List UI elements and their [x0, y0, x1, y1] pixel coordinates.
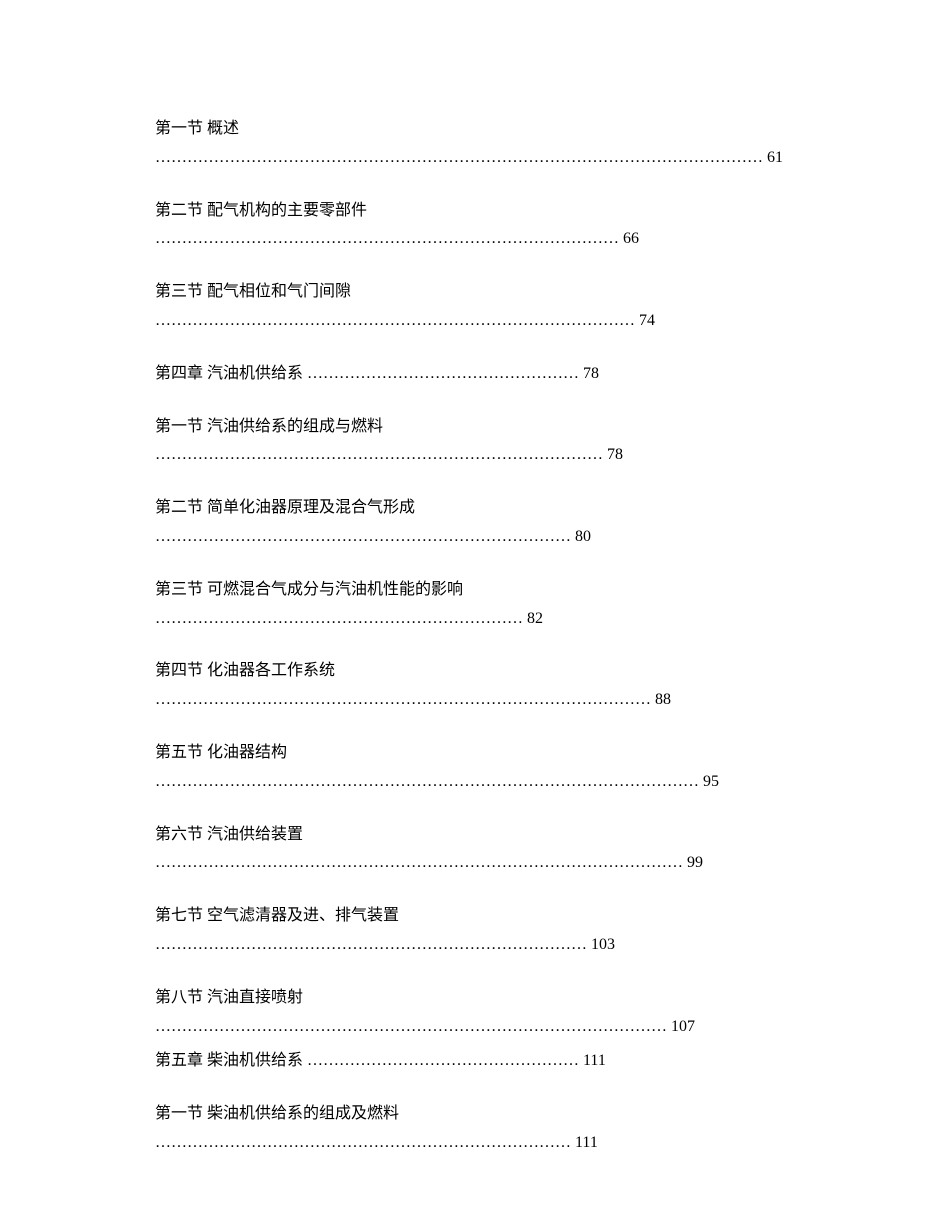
entry-dots-page: …………………………………………………………………………………… 107	[155, 1018, 695, 1035]
entry-dots-page: …………………………………………………………………………… 66	[155, 230, 639, 247]
entry-dots-page: ………………………………………………………………………… 78	[155, 446, 623, 463]
entry-title: 第三节 可燃混合气成分与汽油机性能的影响	[155, 581, 463, 598]
toc-entry: 第三节 配气相位和气门间隙 ………………………………………………………………………	[155, 278, 800, 336]
entry-dots-page: ………………………………………………………………………………………… 95	[155, 773, 719, 790]
entry-title: 第六节 汽油供给装置	[155, 826, 303, 843]
entry-title: 第五节 化油器结构	[155, 744, 287, 761]
entry-dots-page: ……………………………………………………………………………………… 99	[155, 854, 703, 871]
toc-entry: 第一节 汽油供给系的组成与燃料 …………………………………………………………………	[155, 413, 800, 471]
entry-dots-page: …………………………………………… 111	[307, 1052, 606, 1069]
toc-entry: 第二节 简单化油器原理及混合气形成 ……………………………………………………………	[155, 494, 800, 552]
toc-entry: 第五节 化油器结构 …………………………………………………………………………………	[155, 739, 800, 797]
toc-entry: 第三节 可燃混合气成分与汽油机性能的影响 ……………………………………………………	[155, 576, 800, 634]
entry-title: 第四章 汽油机供给系	[155, 365, 307, 382]
toc-entry: 第六节 汽油供给装置 ………………………………………………………………………………	[155, 821, 800, 879]
entry-dots-page: …………………………………………………………………………………………………… 6…	[155, 149, 783, 166]
toc-entry: 第二节 配气机构的主要零部件 ……………………………………………………………………	[155, 197, 800, 255]
entry-dots-page: ……………………………………………………………………………… 74	[155, 312, 655, 329]
toc-container: 第一节 概述 …………………………………………………………………………………………	[155, 115, 800, 1158]
entry-title: 第七节 空气滤清器及进、排气装置	[155, 907, 399, 924]
entry-dots-page: …………………………………………………………… 82	[155, 610, 543, 627]
toc-entry: 第五章 柴油机供给系 …………………………………………… 111	[155, 1047, 800, 1076]
entry-title: 第二节 简单化油器原理及混合气形成	[155, 499, 415, 516]
entry-dots-page: ……………………………………………………………………… 103	[155, 936, 615, 953]
entry-title: 第八节 汽油直接喷射	[155, 989, 303, 1006]
toc-entry: 第七节 空气滤清器及进、排气装置 ………………………………………………………………	[155, 902, 800, 960]
toc-entry: 第四节 化油器各工作系统 …………………………………………………………………………	[155, 657, 800, 715]
toc-entry: 第一节 柴油机供给系的组成及燃料 ………………………………………………………………	[155, 1100, 800, 1158]
entry-title: 第一节 概述	[155, 120, 239, 137]
entry-title: 第一节 汽油供给系的组成与燃料	[155, 418, 383, 435]
entry-title: 第三节 配气相位和气门间隙	[155, 283, 351, 300]
entry-dots-page: …………………………………………………………………… 111	[155, 1134, 598, 1151]
toc-entry: 第四章 汽油机供给系 …………………………………………… 78	[155, 360, 800, 389]
entry-title: 第四节 化油器各工作系统	[155, 662, 335, 679]
toc-entry: 第八节 汽油直接喷射 ………………………………………………………………………………	[155, 984, 800, 1042]
entry-dots-page: …………………………………………………………………… 80	[155, 528, 591, 545]
entry-title: 第五章 柴油机供给系	[155, 1052, 307, 1069]
entry-title: 第二节 配气机构的主要零部件	[155, 202, 367, 219]
entry-title: 第一节 柴油机供给系的组成及燃料	[155, 1105, 399, 1122]
toc-entry: 第一节 概述 …………………………………………………………………………………………	[155, 115, 800, 173]
entry-dots-page: ………………………………………………………………………………… 88	[155, 691, 671, 708]
entry-dots-page: …………………………………………… 78	[307, 365, 599, 382]
